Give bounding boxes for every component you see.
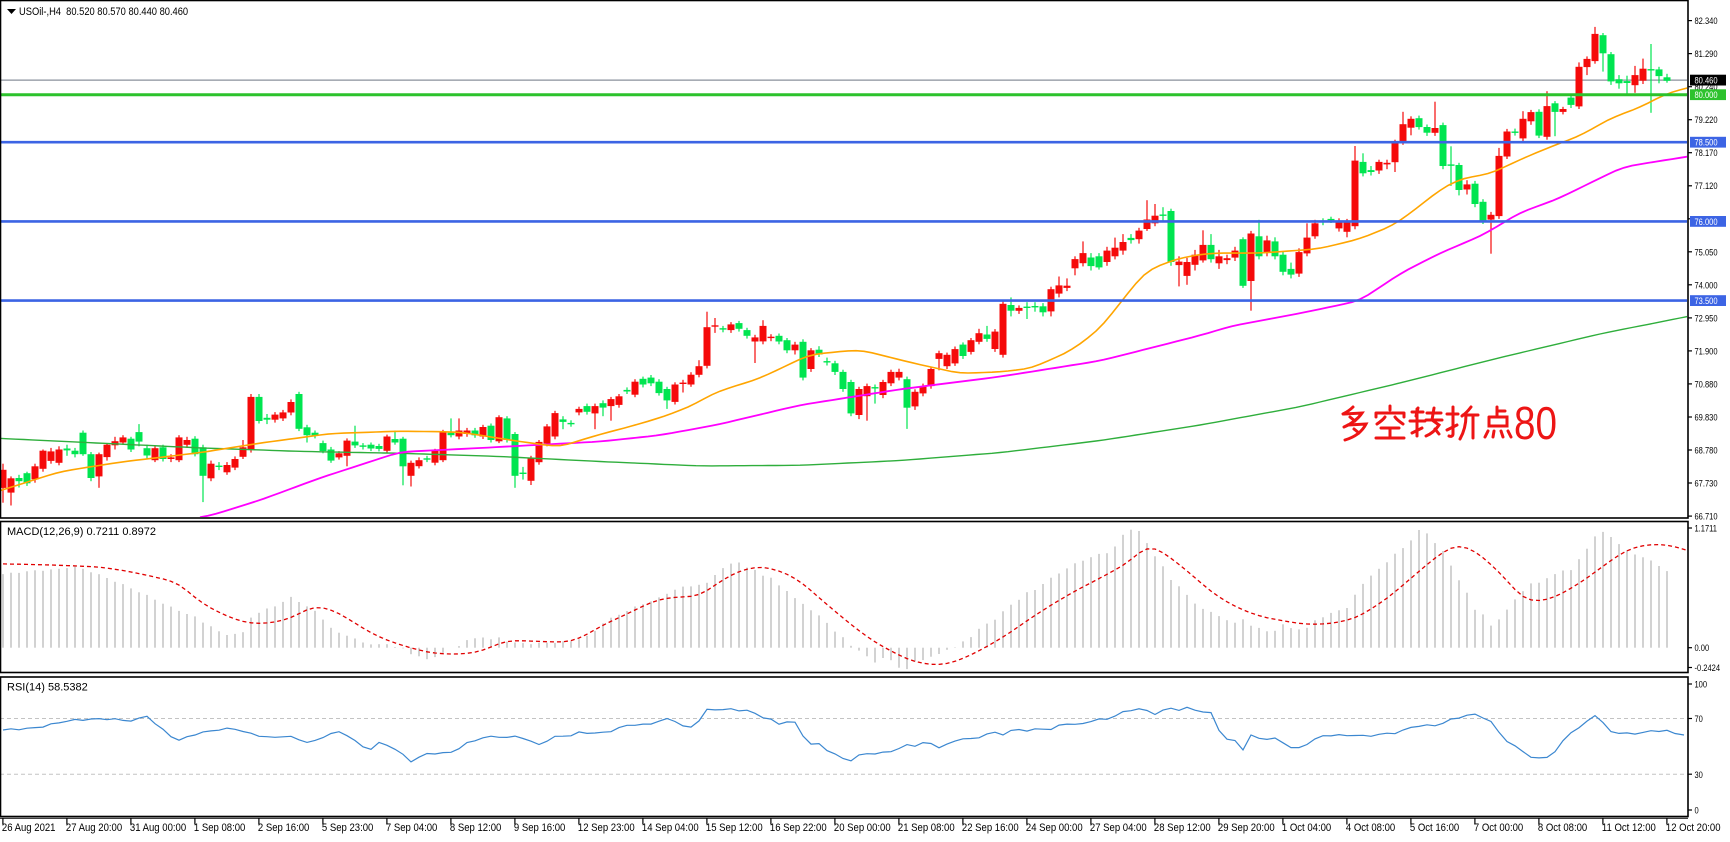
- svg-text:31 Aug 00:00: 31 Aug 00:00: [130, 823, 186, 835]
- svg-text:8 Sep 12:00: 8 Sep 12:00: [450, 823, 502, 835]
- svg-text:27 Aug 20:00: 27 Aug 20:00: [66, 823, 122, 835]
- svg-text:7 Oct 00:00: 7 Oct 00:00: [1474, 823, 1523, 835]
- svg-text:78.170: 78.170: [1695, 147, 1718, 158]
- svg-text:7 Sep 04:00: 7 Sep 04:00: [386, 823, 438, 835]
- svg-text:22 Sep 16:00: 22 Sep 16:00: [962, 823, 1019, 835]
- svg-text:USOil-,H4 80.520 80.570 80.44: USOil-,H4 80.520 80.570 80.440 80.460: [19, 6, 188, 18]
- svg-text:12 Sep 23:00: 12 Sep 23:00: [578, 823, 635, 835]
- svg-text:8 Oct 08:00: 8 Oct 08:00: [1538, 823, 1587, 835]
- svg-text:1 Oct 04:00: 1 Oct 04:00: [1282, 823, 1331, 835]
- svg-text:72.950: 72.950: [1695, 313, 1718, 324]
- svg-text:68.780: 68.780: [1695, 445, 1718, 456]
- svg-text:20 Sep 00:00: 20 Sep 00:00: [834, 823, 891, 835]
- svg-text:24 Sep 00:00: 24 Sep 00:00: [1026, 823, 1083, 835]
- svg-text:21 Sep 08:00: 21 Sep 08:00: [898, 823, 955, 835]
- svg-text:12 Oct 20:00: 12 Oct 20:00: [1666, 823, 1721, 835]
- svg-text:16 Sep 22:00: 16 Sep 22:00: [770, 823, 827, 835]
- svg-text:80.240: 80.240: [1695, 81, 1718, 92]
- svg-text:71.900: 71.900: [1695, 346, 1718, 357]
- svg-text:69.830: 69.830: [1695, 412, 1718, 423]
- svg-text:80.000: 80.000: [1695, 89, 1718, 100]
- svg-text:76.000: 76.000: [1695, 216, 1718, 227]
- svg-text:15 Sep 12:00: 15 Sep 12:00: [706, 823, 763, 835]
- svg-text:75.050: 75.050: [1695, 247, 1718, 258]
- svg-text:29 Sep 20:00: 29 Sep 20:00: [1218, 823, 1275, 835]
- svg-text:74.000: 74.000: [1695, 280, 1718, 291]
- svg-text:0.00: 0.00: [1695, 642, 1710, 653]
- svg-text:RSI(14) 58.5382: RSI(14) 58.5382: [7, 682, 88, 694]
- svg-text:14 Sep 04:00: 14 Sep 04:00: [642, 823, 699, 835]
- svg-text:82.340: 82.340: [1695, 15, 1718, 26]
- svg-text:-0.2424: -0.2424: [1695, 662, 1721, 673]
- svg-text:67.730: 67.730: [1695, 478, 1718, 489]
- svg-text:11 Oct 12:00: 11 Oct 12:00: [1602, 823, 1656, 835]
- svg-text:100: 100: [1695, 679, 1708, 690]
- svg-text:79.220: 79.220: [1695, 114, 1718, 125]
- svg-text:73.500: 73.500: [1695, 295, 1718, 306]
- svg-text:26 Aug 2021: 26 Aug 2021: [2, 823, 56, 835]
- svg-text:70: 70: [1695, 713, 1704, 724]
- svg-text:4 Oct 08:00: 4 Oct 08:00: [1346, 823, 1395, 835]
- svg-text:80.460: 80.460: [1695, 75, 1718, 86]
- svg-text:MACD(12,26,9) 0.7211 0.8972: MACD(12,26,9) 0.7211 0.8972: [7, 526, 156, 538]
- svg-text:2 Sep 16:00: 2 Sep 16:00: [258, 823, 310, 835]
- svg-text:80: 80: [1514, 398, 1557, 449]
- svg-text:77.120: 77.120: [1695, 180, 1718, 191]
- svg-text:66.710: 66.710: [1695, 511, 1718, 522]
- svg-text:70.880: 70.880: [1695, 379, 1718, 390]
- svg-text:5 Oct 16:00: 5 Oct 16:00: [1410, 823, 1459, 835]
- svg-text:0: 0: [1695, 805, 1699, 816]
- svg-text:1 Sep 08:00: 1 Sep 08:00: [194, 823, 246, 835]
- svg-text:30: 30: [1695, 769, 1704, 780]
- svg-text:28 Sep 12:00: 28 Sep 12:00: [1154, 823, 1211, 835]
- svg-text:9 Sep 16:00: 9 Sep 16:00: [514, 823, 566, 835]
- svg-text:27 Sep 04:00: 27 Sep 04:00: [1090, 823, 1147, 835]
- svg-text:5 Sep 23:00: 5 Sep 23:00: [322, 823, 374, 835]
- svg-text:81.290: 81.290: [1695, 48, 1718, 59]
- svg-text:1.1711: 1.1711: [1695, 523, 1718, 534]
- svg-text:78.500: 78.500: [1695, 137, 1718, 148]
